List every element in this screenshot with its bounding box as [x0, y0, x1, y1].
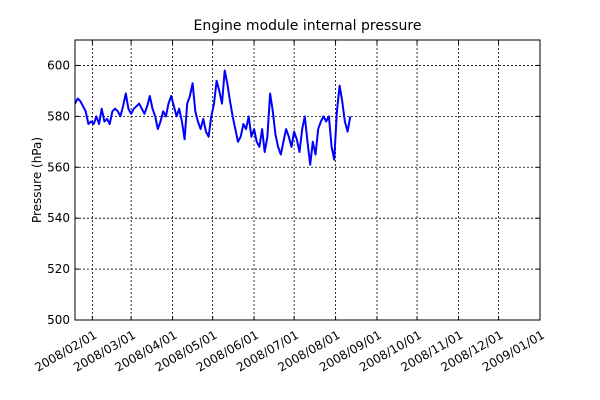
- y-tick-label: 560: [47, 160, 70, 174]
- grid-lines: [75, 40, 541, 320]
- series-line: [74, 69, 352, 166]
- y-tick-label: 600: [47, 58, 70, 72]
- plot-frame: [74, 39, 541, 321]
- y-tick-label: 540: [47, 211, 70, 225]
- chart-title: Engine module internal pressure: [194, 18, 422, 34]
- series-layer: [74, 69, 352, 166]
- y-axis-label: Pressure (hPa): [30, 137, 44, 223]
- y-tick-label: 520: [47, 262, 70, 276]
- y-tick-label: 580: [47, 109, 70, 123]
- y-tick-label: 500: [47, 313, 70, 327]
- axis-ticks: 5005205405605806002008/02/012008/03/0120…: [32, 40, 547, 375]
